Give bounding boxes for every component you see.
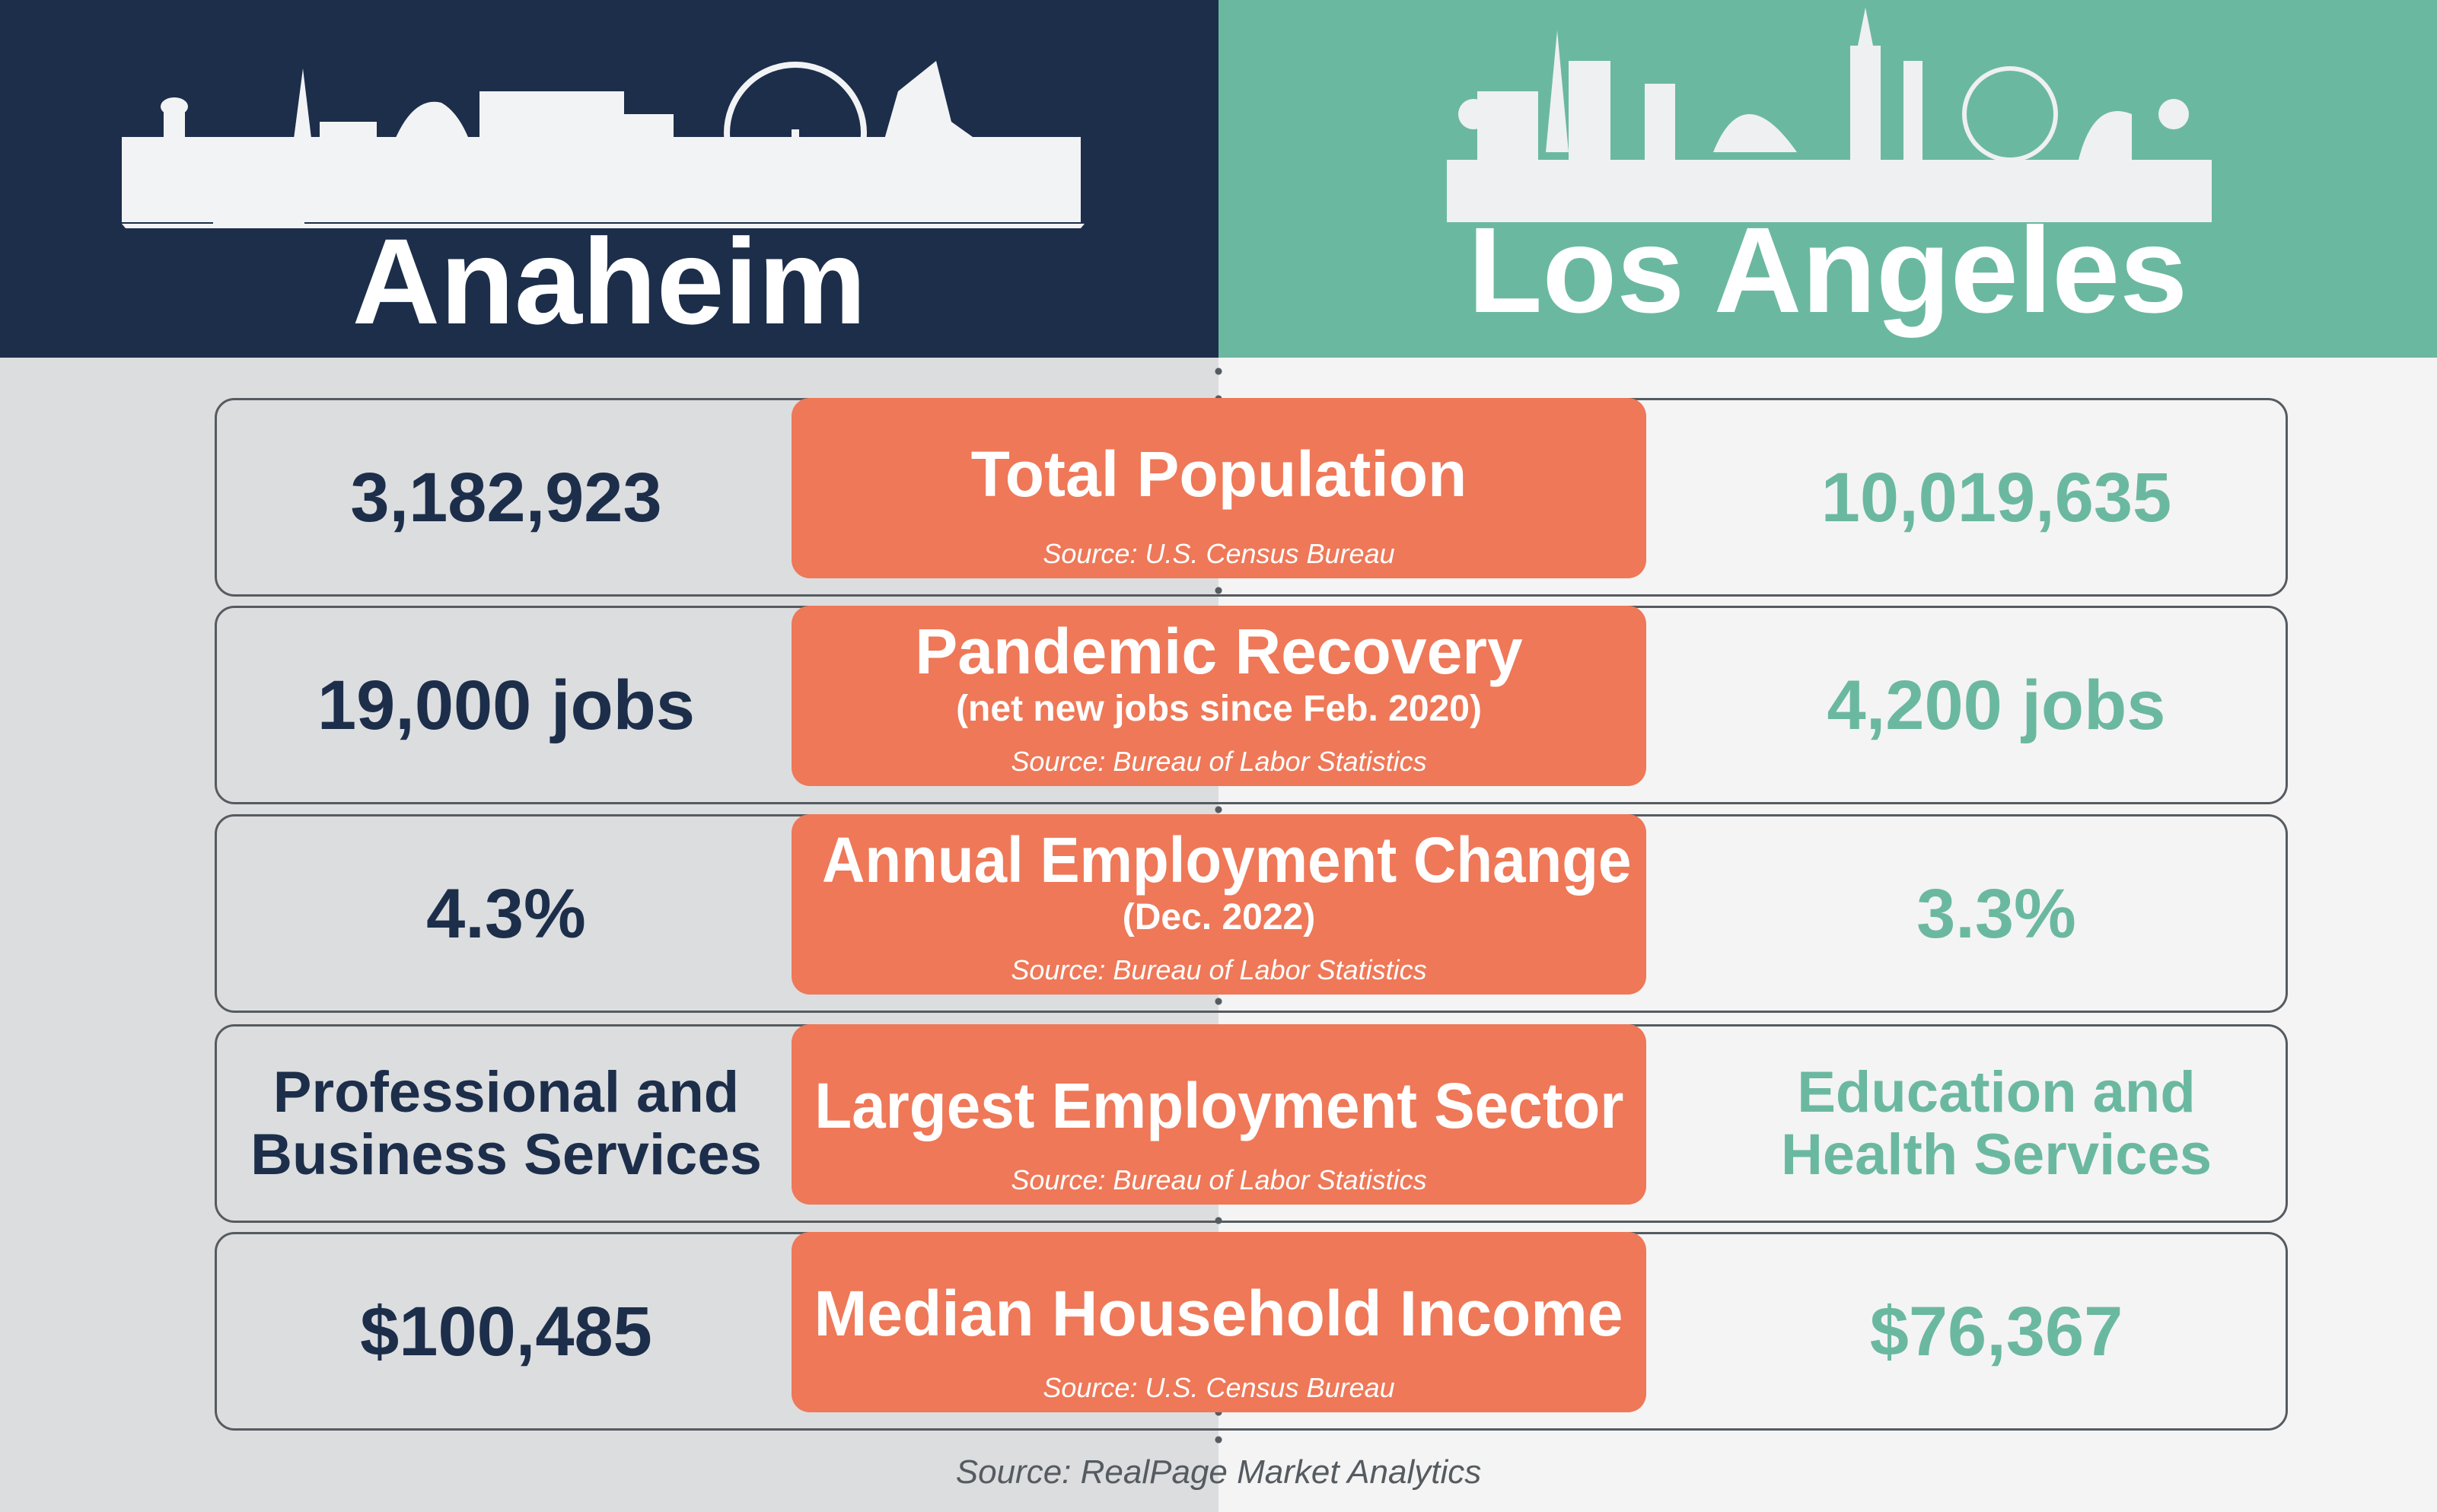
los-angeles-title: Los Angeles — [1467, 202, 2188, 338]
metric-source-line: Source: U.S. Census Bureau — [792, 1374, 1646, 1402]
los-angeles-value-text: 3.3% — [1916, 874, 2076, 953]
metric-card: Largest Employment Sector Source: Bureau… — [792, 1024, 1646, 1205]
los-angeles-header: Los Angeles — [1218, 0, 2437, 358]
anaheim-value-text: 19,000 jobs — [317, 666, 696, 744]
metric-subtitle-line: (net new jobs since Feb. 2020) — [792, 691, 1646, 727]
anaheim-header: Anaheim — [0, 0, 1218, 358]
anaheim-value: 19,000 jobs — [217, 608, 795, 802]
metric-title-line: Total Population — [792, 442, 1646, 506]
los-angeles-skyline-icon — [1447, 8, 2212, 222]
anaheim-value: 3,182,923 — [217, 400, 795, 594]
metric-source: Source: U.S. Census Bureau — [1043, 1372, 1395, 1403]
los-angeles-value: 10,019,635 — [1707, 400, 2286, 594]
metric-card: Pandemic Recovery (net new jobs since Fe… — [792, 606, 1646, 786]
los-angeles-value-text: 4,200 jobs — [1827, 666, 2166, 744]
metric-title-line: Annual Employment Change — [792, 828, 1646, 892]
metric-source: Source: Bureau of Labor Statistics — [1011, 746, 1427, 777]
los-angeles-value: $76,367 — [1707, 1234, 2286, 1428]
row-total-population: 3,182,923 Total Population Source: U.S. … — [215, 398, 2288, 597]
metric-card: Annual Employment Change (Dec. 2022) Sou… — [792, 814, 1646, 995]
row-pandemic-recovery: 19,000 jobs Pandemic Recovery (net new j… — [215, 606, 2288, 804]
los-angeles-value-text: 10,019,635 — [1821, 458, 2172, 536]
metric-source-line: Source: U.S. Census Bureau — [792, 540, 1646, 568]
anaheim-skyline-icon — [122, 61, 1085, 228]
footer-source: Source: RealPage Market Analytics — [955, 1453, 1482, 1491]
metric-source: Source: Bureau of Labor Statistics — [1011, 1164, 1427, 1195]
metric-source: Source: Bureau of Labor Statistics — [1011, 954, 1427, 985]
metric-subtitle: (net new jobs since Feb. 2020) — [956, 689, 1482, 729]
los-angeles-value-text: $76,367 — [1869, 1292, 2123, 1370]
anaheim-value: $100,485 — [217, 1234, 795, 1428]
los-angeles-value: 3.3% — [1707, 816, 2286, 1011]
metric-source-line: Source: Bureau of Labor Statistics — [792, 957, 1646, 984]
anaheim-value-text: 4.3% — [426, 874, 586, 953]
anaheim-value-text: $100,485 — [360, 1292, 652, 1370]
metric-source-line: Source: Bureau of Labor Statistics — [792, 1167, 1646, 1194]
anaheim-title: Anaheim — [352, 213, 867, 349]
anaheim-value-text: 3,182,923 — [350, 458, 662, 536]
row-largest-employment-sector: Professional and Business Services Large… — [215, 1024, 2288, 1223]
metric-title: Total Population — [970, 438, 1467, 510]
metric-title: Median Household Income — [814, 1278, 1624, 1349]
metric-title: Largest Employment Sector — [814, 1070, 1624, 1141]
metric-title-line: Median Household Income — [792, 1281, 1646, 1345]
row-annual-employment-change: 4.3% Annual Employment Change (Dec. 2022… — [215, 814, 2288, 1013]
metric-card: Median Household Income Source: U.S. Cen… — [792, 1232, 1646, 1412]
row-median-household-income: $100,485 Median Household Income Source:… — [215, 1232, 2288, 1431]
metric-subtitle: (Dec. 2022) — [1122, 897, 1316, 937]
metric-source: Source: U.S. Census Bureau — [1043, 538, 1395, 569]
metric-title: Pandemic Recovery — [915, 616, 1523, 687]
anaheim-value: Professional and Business Services — [250, 1059, 762, 1187]
metric-card: Total Population Source: U.S. Census Bur… — [792, 398, 1646, 578]
metric-title: Annual Employment Change — [822, 824, 1632, 896]
los-angeles-value: Education and Health Services — [1780, 1059, 2212, 1187]
los-angeles-value: 4,200 jobs — [1707, 608, 2286, 802]
metric-title-line: Largest Employment Sector — [792, 1074, 1646, 1138]
metric-title-line: Pandemic Recovery — [792, 619, 1646, 683]
anaheim-value: 4.3% — [217, 816, 795, 1011]
metric-source-line: Source: Bureau of Labor Statistics — [792, 748, 1646, 775]
metric-subtitle-line: (Dec. 2022) — [792, 899, 1646, 936]
